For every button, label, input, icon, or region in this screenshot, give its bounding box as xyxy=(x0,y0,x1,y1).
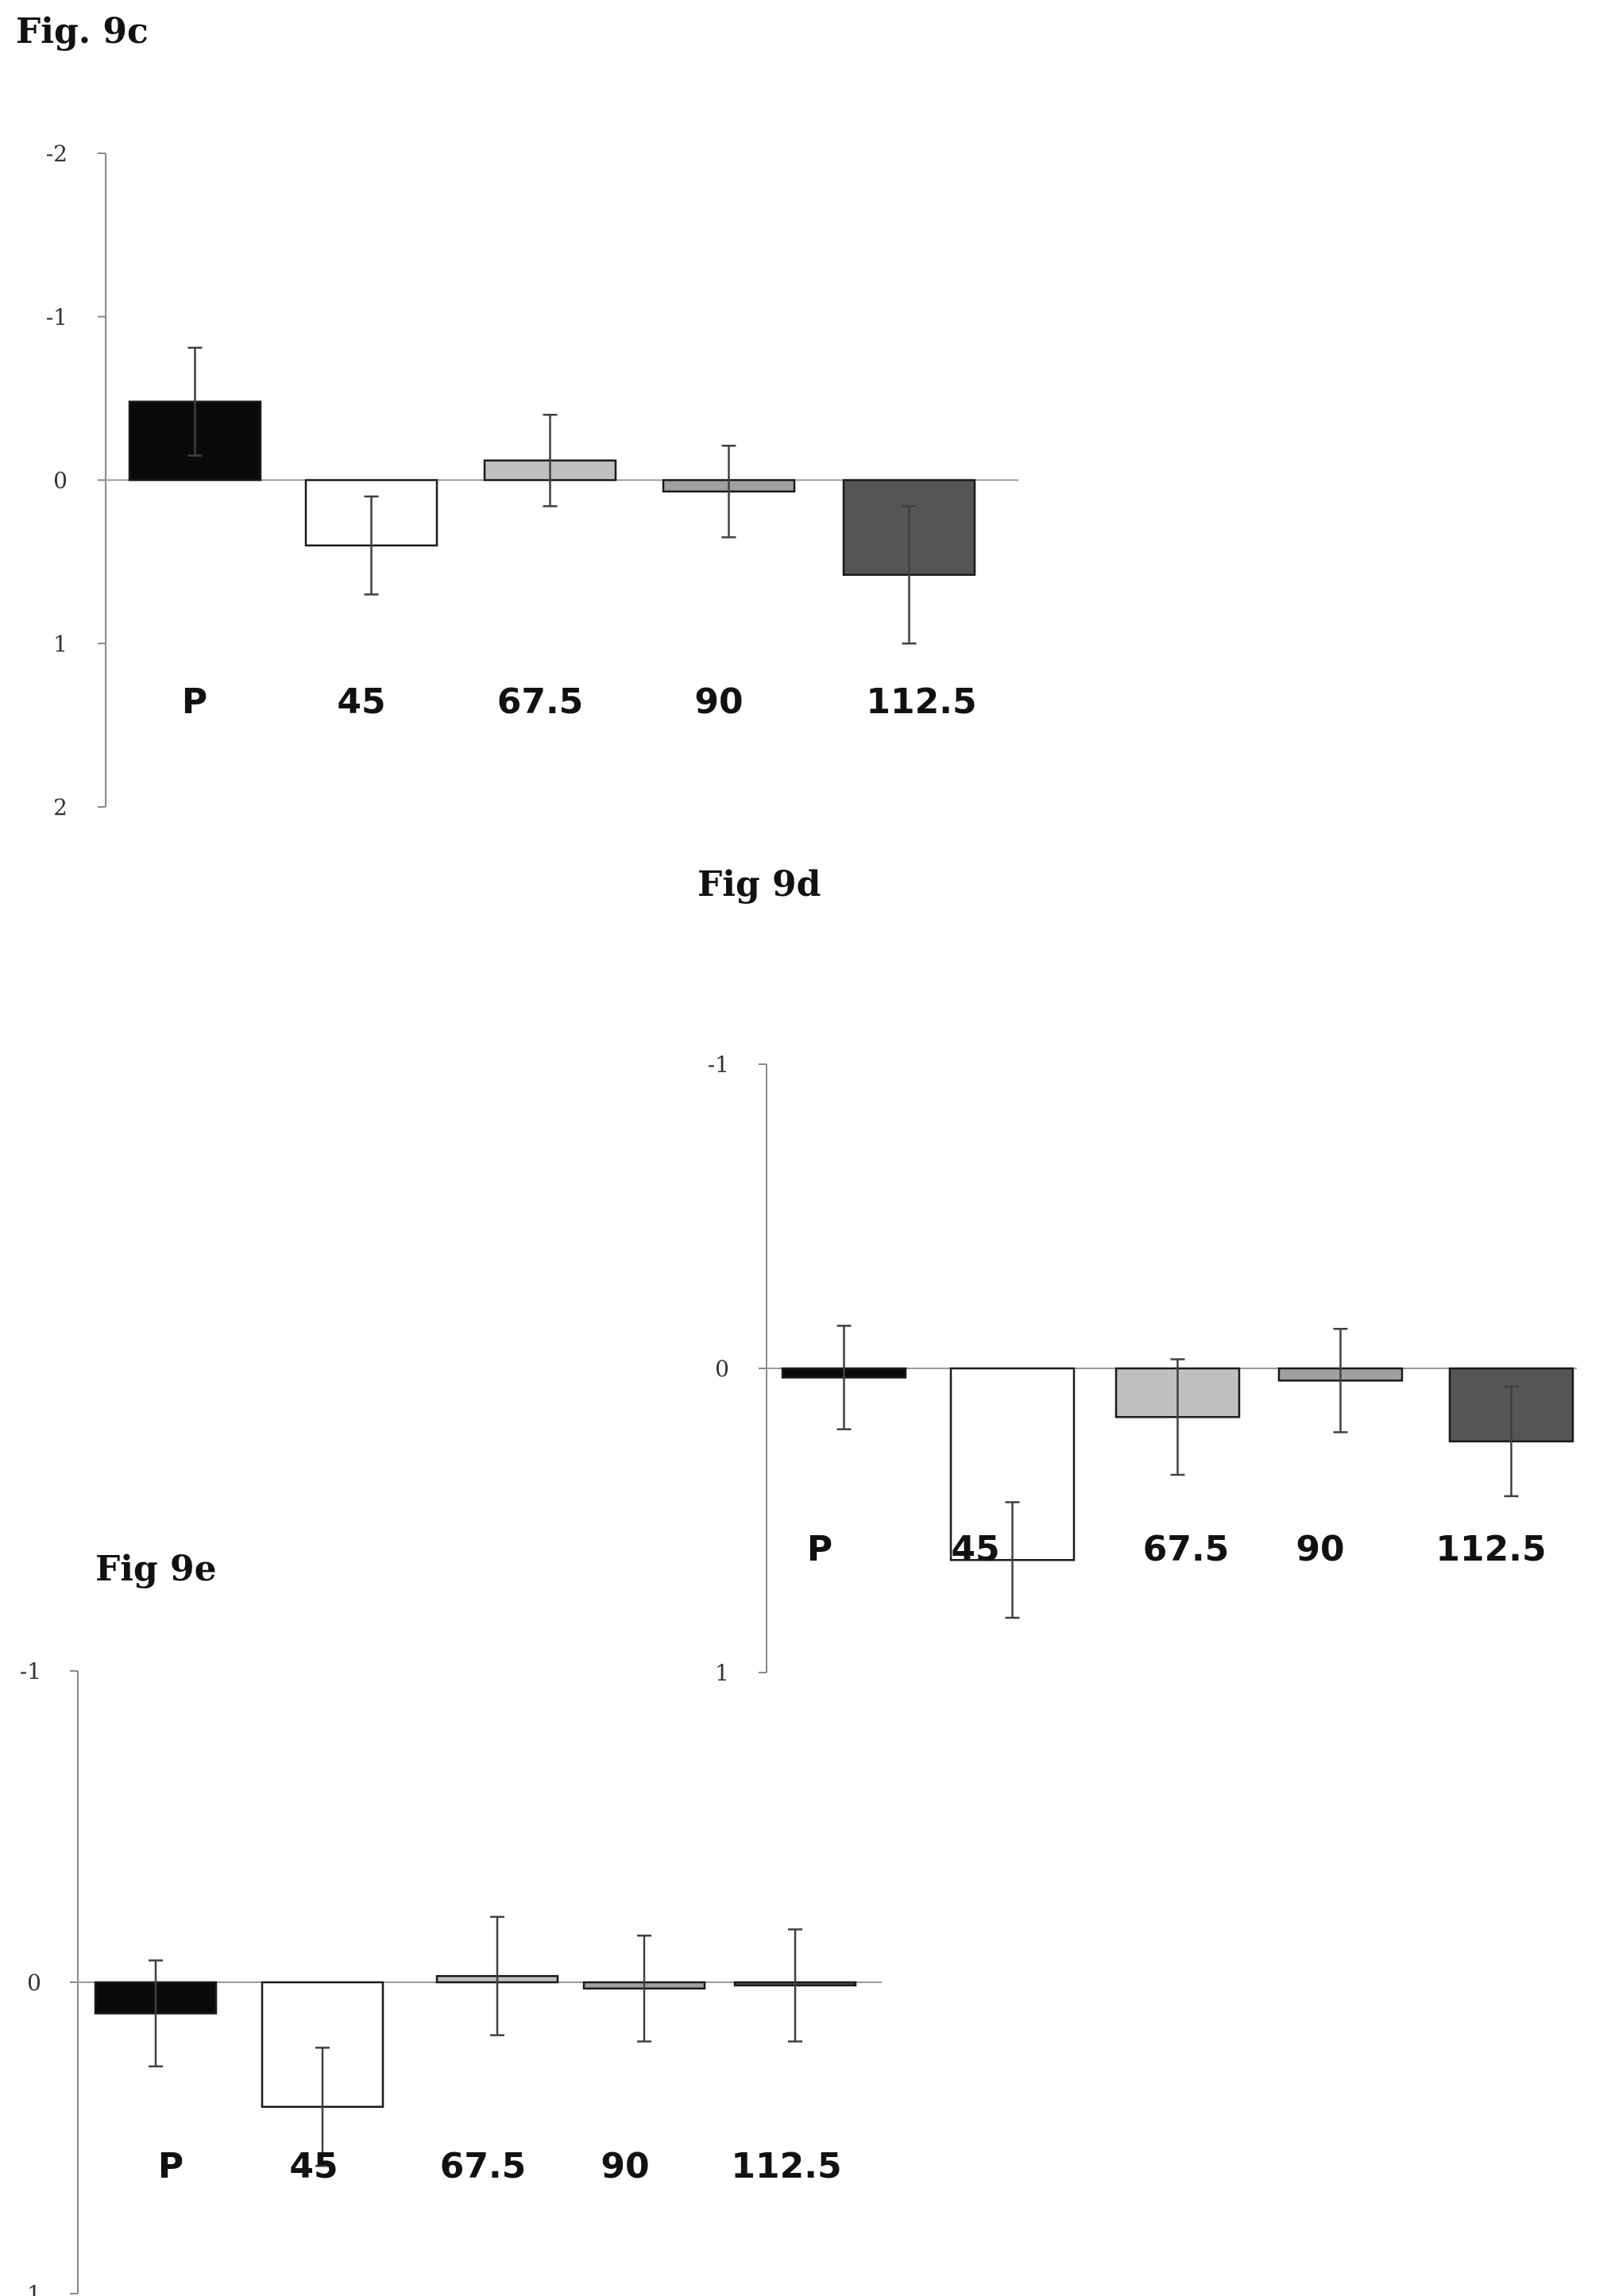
y-tick-label: 1 xyxy=(715,1660,729,1686)
y-tick-label: -1 xyxy=(20,1658,41,1684)
category-label: 45 xyxy=(337,681,385,722)
y-tick-label: 0 xyxy=(27,1970,41,1996)
y-tick-label: 1 xyxy=(53,631,68,657)
category-label: 90 xyxy=(601,2146,649,2186)
category-label: 112.5 xyxy=(1435,1529,1546,1569)
category-label: 112.5 xyxy=(866,681,976,722)
fig-9c-title: Fig. 9c xyxy=(16,11,149,52)
category-label: P xyxy=(158,2146,183,2186)
y-tick-label: -1 xyxy=(46,304,68,330)
chart-fig-9e: -1 0 1 P 45 67.5 90 112.5 xyxy=(20,1658,882,2296)
category-label: P xyxy=(807,1529,832,1569)
y-tick-label: 2 xyxy=(53,794,68,820)
y-tick-label: 0 xyxy=(53,468,68,494)
category-label: 90 xyxy=(1296,1529,1344,1569)
chart-fig-9c: -2 -1 0 1 2 P 45 67.5 90 112.5 xyxy=(46,141,1018,820)
category-label: 67.5 xyxy=(1143,1529,1230,1569)
y-tick-label: -1 xyxy=(708,1052,729,1078)
chart-fig-9d: -1 0 1 P 45 67.5 90 112.5 xyxy=(708,1052,1577,1686)
category-label: 67.5 xyxy=(440,2146,527,2186)
fig-9e-title: Fig 9e xyxy=(95,1549,217,1589)
category-label: 67.5 xyxy=(497,681,584,722)
y-tick-label: -2 xyxy=(46,141,68,167)
category-label: 45 xyxy=(951,1529,999,1569)
y-tick-label: 0 xyxy=(715,1356,729,1382)
category-label: 112.5 xyxy=(731,2146,841,2186)
category-label: P xyxy=(182,681,207,722)
y-tick-label: 1 xyxy=(27,2281,41,2296)
category-label: 90 xyxy=(694,681,743,722)
fig-9d-title: Fig 9d xyxy=(697,864,821,905)
category-label: 45 xyxy=(289,2146,338,2186)
